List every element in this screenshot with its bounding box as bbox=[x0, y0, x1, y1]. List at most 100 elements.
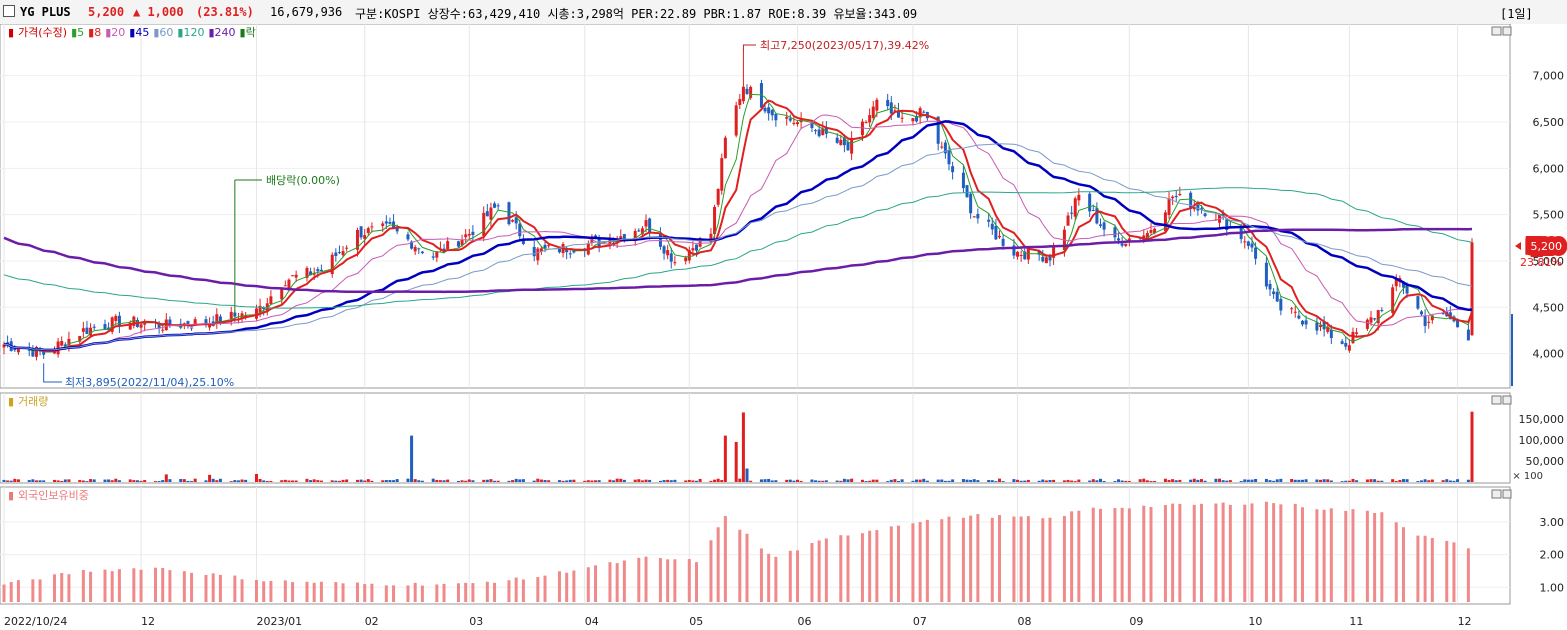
x-tick-label: 10 bbox=[1248, 615, 1262, 628]
candle-body bbox=[496, 205, 500, 207]
scroll-indicator[interactable] bbox=[1511, 314, 1513, 386]
volume-bar bbox=[110, 480, 114, 482]
volume-bar bbox=[532, 480, 536, 482]
candle-body bbox=[1391, 287, 1395, 313]
candle-body bbox=[446, 241, 450, 249]
foreign-bar bbox=[889, 526, 893, 602]
foreign-bar bbox=[38, 579, 42, 602]
volume-bar bbox=[1250, 479, 1254, 482]
volume-bar bbox=[608, 479, 612, 482]
volume-panel-minimize-button[interactable] bbox=[1491, 395, 1502, 405]
foreign-bar bbox=[918, 521, 922, 602]
volume-bar bbox=[1394, 481, 1398, 482]
foreign-bar bbox=[716, 527, 720, 602]
volume-bar bbox=[767, 478, 771, 482]
candle-body bbox=[110, 317, 114, 332]
volume-bar bbox=[846, 479, 850, 482]
candle-body bbox=[532, 247, 536, 257]
candle-body bbox=[961, 172, 965, 189]
volume-panel-close-button[interactable] bbox=[1502, 395, 1512, 405]
volume-bar bbox=[265, 480, 269, 482]
candle-body bbox=[1117, 238, 1121, 241]
volume-bar bbox=[337, 480, 341, 482]
foreign-bar bbox=[392, 585, 396, 602]
volume-bar bbox=[637, 479, 641, 482]
price-panel-minimize-button[interactable] bbox=[1491, 26, 1502, 36]
volume-bar bbox=[1373, 479, 1377, 482]
candle-body bbox=[355, 230, 359, 250]
foreign-panel bbox=[0, 486, 1511, 605]
candle-body bbox=[1293, 311, 1297, 313]
high-arrow bbox=[742, 44, 756, 53]
foreign-bar bbox=[565, 572, 569, 602]
candle-body bbox=[987, 219, 991, 222]
foreign-bar bbox=[673, 559, 677, 602]
volume-bar bbox=[860, 479, 864, 482]
volume-bar bbox=[1416, 481, 1420, 482]
foreign-bar bbox=[1243, 504, 1247, 602]
candle-body bbox=[229, 311, 233, 320]
period-selector[interactable]: [1일] bbox=[1500, 7, 1533, 21]
volume-bar bbox=[81, 480, 85, 482]
volume-bar bbox=[644, 479, 648, 482]
candle-body bbox=[1297, 315, 1301, 319]
foreign-bar bbox=[1163, 505, 1167, 602]
foreign-bar bbox=[182, 571, 186, 602]
candle-body bbox=[1279, 298, 1283, 311]
volume-bar bbox=[900, 479, 904, 482]
foreign-bar bbox=[9, 582, 13, 602]
candle-body bbox=[514, 217, 518, 224]
volume-bar bbox=[713, 479, 717, 482]
price-change: ▲ 1,000 bbox=[133, 5, 184, 19]
volume-bar bbox=[1001, 481, 1005, 482]
foreign-bar bbox=[283, 580, 287, 602]
foreign-bar bbox=[1098, 508, 1102, 602]
volume-bar bbox=[78, 480, 82, 482]
volume-bar bbox=[204, 480, 208, 482]
volume-bar bbox=[153, 481, 157, 482]
candle-body bbox=[824, 127, 828, 134]
volume-bar bbox=[1037, 480, 1041, 482]
volume-bar bbox=[759, 479, 763, 482]
candle-body bbox=[951, 166, 955, 173]
foreign-bar bbox=[622, 560, 626, 602]
candle-body bbox=[482, 212, 486, 236]
volume-bar bbox=[1340, 481, 1344, 482]
candle-body bbox=[741, 86, 745, 102]
volume-bar bbox=[893, 479, 897, 482]
select-checkbox[interactable] bbox=[3, 5, 15, 17]
candle-body bbox=[817, 129, 821, 137]
volume-bar bbox=[698, 478, 702, 482]
volume-bar bbox=[1344, 480, 1348, 482]
volume-bar bbox=[244, 479, 248, 482]
volume-bar bbox=[34, 480, 38, 482]
candle-body bbox=[810, 122, 814, 129]
candle-body bbox=[839, 139, 843, 145]
foreign-bar bbox=[1192, 504, 1196, 602]
candle-body bbox=[796, 122, 800, 125]
candle-body bbox=[1127, 238, 1131, 241]
foreign-bar bbox=[312, 582, 316, 602]
volume-bar bbox=[168, 479, 172, 482]
volume-bar bbox=[969, 479, 973, 482]
volume-bar bbox=[1369, 479, 1373, 482]
price-change-pct: (23.81%) bbox=[196, 5, 254, 19]
foreign-bar bbox=[687, 559, 691, 602]
price-panel-close-button[interactable] bbox=[1502, 26, 1512, 36]
candle-body bbox=[254, 308, 258, 319]
volume-bar bbox=[89, 479, 93, 482]
x-tick-label: 08 bbox=[1018, 615, 1032, 628]
candle-body bbox=[269, 296, 273, 305]
candle-body bbox=[27, 349, 31, 351]
volume-bar bbox=[117, 480, 121, 482]
foreign-bar bbox=[305, 581, 309, 602]
volume-bar bbox=[56, 480, 60, 482]
foreign-panel-close-button[interactable] bbox=[1502, 489, 1512, 499]
foreign-panel-minimize-button[interactable] bbox=[1491, 489, 1502, 499]
foreign-bar bbox=[420, 585, 424, 602]
candle-body bbox=[1145, 233, 1149, 240]
volume-bar bbox=[2, 479, 6, 482]
candle-body bbox=[713, 206, 717, 235]
candle-body bbox=[1315, 322, 1319, 331]
candle-body bbox=[345, 247, 349, 249]
